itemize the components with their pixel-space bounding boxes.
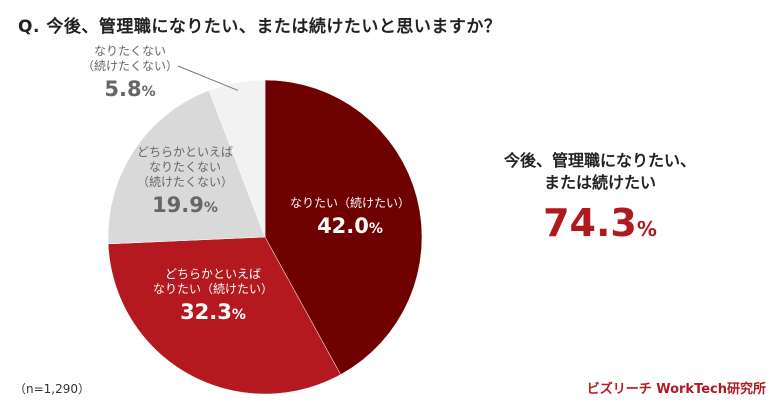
pie-slice-1 — [107, 236, 341, 395]
summary-number: 74.3 — [543, 200, 637, 245]
summary-callout: 今後、管理職になりたい、 または続けたい 74.3% — [470, 150, 730, 245]
sample-size: （n=1,290） — [14, 382, 91, 396]
slice-pct-2: 19.9% — [152, 193, 218, 217]
slice-label-2: どちらかといえば なりたくない （続けたくない） 19.9% — [110, 145, 260, 218]
source-credit: ビズリーチ WorkTech研究所 — [586, 382, 766, 397]
slice-name-1b: なりたい（続けたい） — [152, 282, 273, 296]
slice-pct-1: 32.3% — [180, 300, 246, 324]
slice-label-0: なりたい（続けたい） 42.0% — [280, 196, 420, 239]
slice-name-2c: （続けたくない） — [136, 175, 233, 189]
slice-label-1: どちらかといえば なりたい（続けたい） 32.3% — [138, 267, 288, 325]
slice-name-1a: どちらかといえば — [164, 267, 261, 281]
summary-value: 74.3% — [470, 201, 730, 245]
slice-label-3: なりたくない （続けたくない） 5.8% — [70, 44, 190, 102]
pie-slice-0 — [264, 79, 423, 375]
slice-name-3b: （続けたくない） — [81, 59, 178, 73]
slice-name-3a: なりたくない — [93, 44, 166, 58]
pie-slice-2 — [107, 89, 266, 245]
summary-line-1: 今後、管理職になりたい、 — [503, 151, 696, 170]
slice-pct-0: 42.0% — [317, 214, 383, 238]
slice-name-2b: なりたくない — [148, 160, 221, 174]
leader-line — [177, 65, 239, 91]
slice-pct-3: 5.8% — [104, 77, 156, 101]
pie-slice-3 — [208, 79, 266, 238]
question-title: Q. 今後、管理職になりたい、または続けたいと思いますか？ — [18, 17, 502, 37]
slice-name-0: なりたい（続けたい） — [289, 196, 410, 210]
summary-unit: % — [636, 216, 657, 241]
slice-name-2a: どちらかといえば — [136, 145, 233, 159]
summary-line-2: または続けたい — [543, 173, 656, 193]
